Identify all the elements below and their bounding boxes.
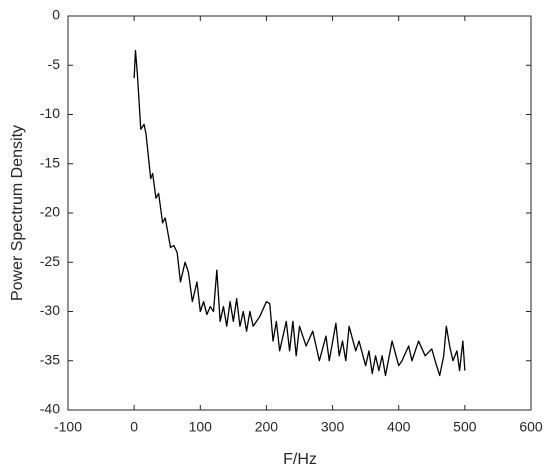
x-axis-label: F/Hz <box>283 451 317 468</box>
y-tick-label: -25 <box>40 253 60 269</box>
x-tick-label: 300 <box>321 419 345 435</box>
x-tick-label: 0 <box>130 419 138 435</box>
x-tick-label: -100 <box>54 419 82 435</box>
y-tick-label: 0 <box>52 7 60 23</box>
y-tick-label: -20 <box>40 204 60 220</box>
y-tick-label: -30 <box>40 302 60 318</box>
y-tick-label: -5 <box>48 56 61 72</box>
x-tick-label: 500 <box>453 419 477 435</box>
y-axis-label: Power Spectrum Density <box>9 125 26 301</box>
y-tick-label: -15 <box>40 154 60 170</box>
data-line <box>133 49 466 377</box>
x-tick-label: 100 <box>189 419 213 435</box>
y-tick-label: -40 <box>40 401 60 417</box>
y-tick-label: -35 <box>40 351 60 367</box>
x-tick-label: 400 <box>387 419 411 435</box>
y-tick-label: -10 <box>40 105 60 121</box>
x-tick-label: 200 <box>255 419 279 435</box>
x-tick-label: 600 <box>519 419 543 435</box>
